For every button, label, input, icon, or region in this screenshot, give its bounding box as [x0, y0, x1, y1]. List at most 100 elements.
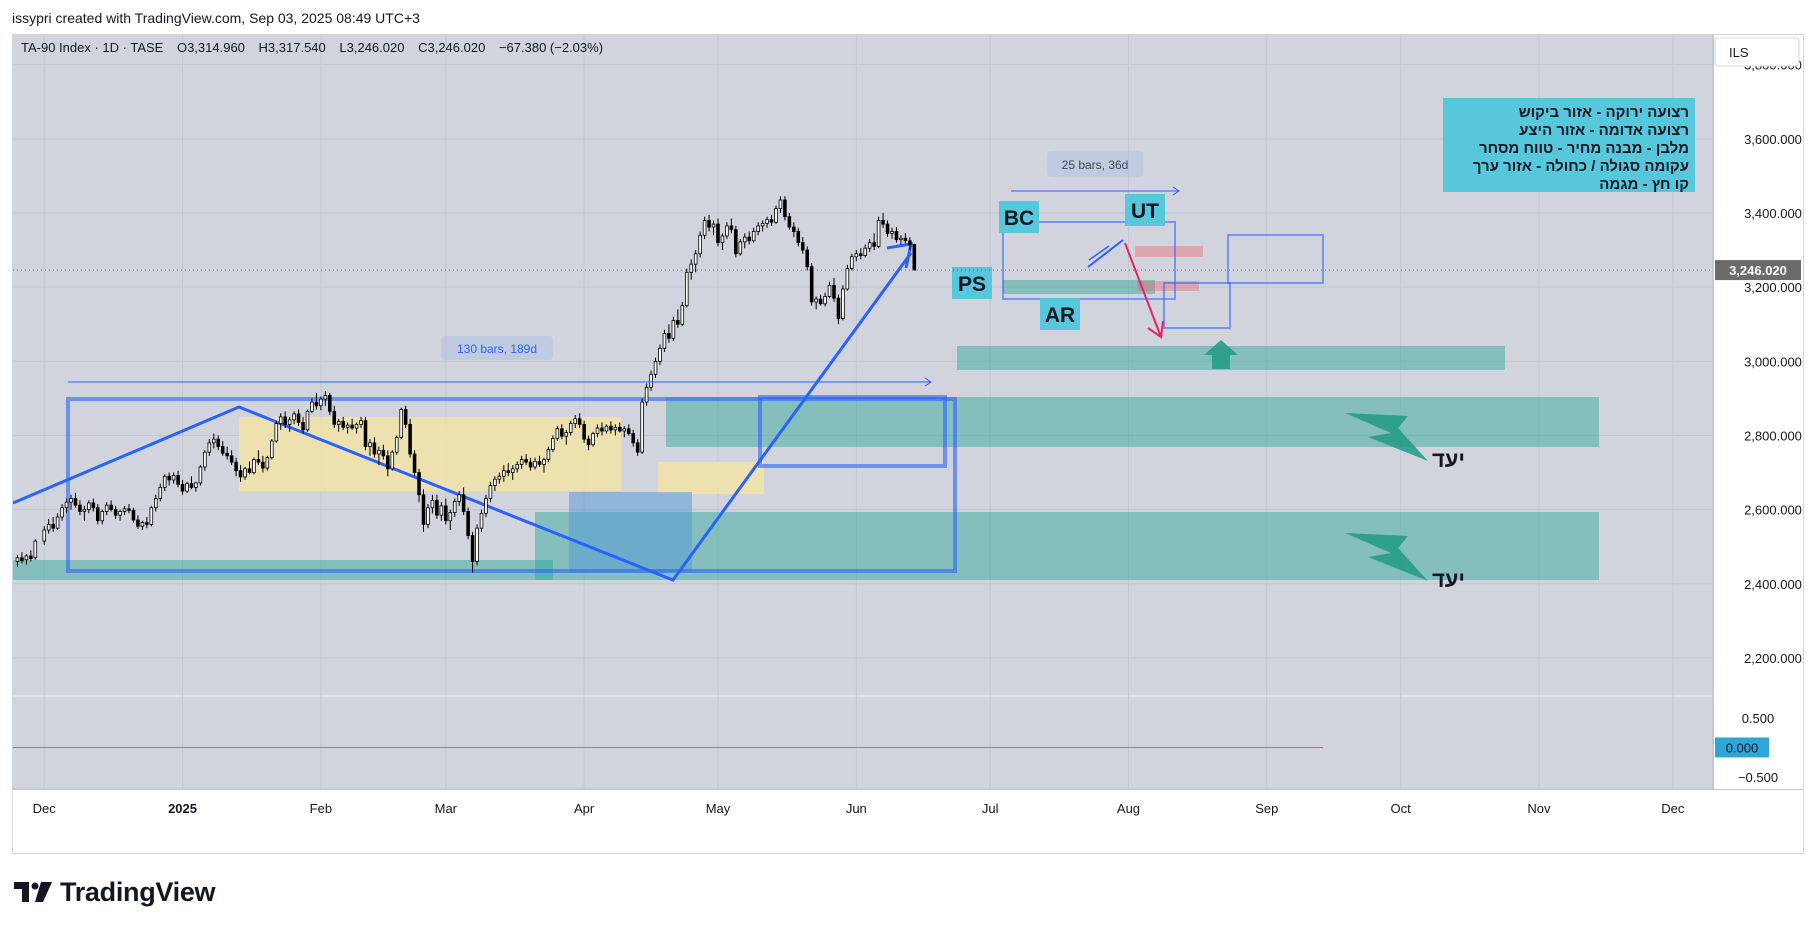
- time-tick-label: 2025: [168, 801, 197, 816]
- candle: [457, 491, 461, 506]
- candle-body: [796, 231, 801, 244]
- candle-body: [667, 333, 671, 339]
- candle: [600, 422, 604, 436]
- candle-body: [109, 504, 113, 511]
- price-axis-background[interactable]: [1714, 35, 1803, 789]
- candle-body: [488, 485, 493, 499]
- candle-body: [858, 253, 863, 257]
- candle: [818, 294, 823, 306]
- candle-body: [64, 501, 69, 509]
- candle-body: [461, 494, 466, 512]
- candle-body: [680, 305, 685, 325]
- candle: [729, 218, 734, 234]
- candle: [122, 505, 127, 516]
- candle: [747, 231, 752, 245]
- candle: [836, 294, 841, 325]
- candle: [158, 483, 163, 502]
- candle-body: [823, 296, 827, 305]
- candle-body: [863, 247, 868, 257]
- down-arrow-line: [1124, 242, 1162, 338]
- candle-body: [814, 298, 818, 303]
- candle: [95, 504, 100, 525]
- candle: [577, 413, 582, 429]
- candle: [55, 513, 60, 530]
- candle-body: [502, 470, 506, 477]
- currency-button[interactable]: ILS: [1714, 37, 1800, 67]
- candle-body: [122, 508, 127, 512]
- candle-body: [618, 426, 622, 432]
- candle-body: [662, 333, 667, 349]
- candle-body: [493, 478, 497, 486]
- symbol-name[interactable]: TA-90 Index · 1D · TASE: [21, 40, 164, 55]
- symbol-legend[interactable]: TA-90 Index · 1D · TASE O3,314.960 H3,31…: [21, 40, 603, 55]
- range-boxes-layer: [66, 221, 1324, 573]
- legend-line-5: קו חץ - מגמה: [1599, 176, 1689, 193]
- candle-body: [82, 509, 87, 512]
- candle: [149, 505, 154, 527]
- candle: [417, 468, 421, 503]
- candle: [756, 222, 760, 236]
- candle-body: [408, 423, 412, 455]
- candle-body: [899, 237, 903, 241]
- candle: [234, 457, 238, 477]
- candle: [796, 227, 801, 247]
- time-axis-background[interactable]: [13, 790, 1803, 853]
- supply-zone-2: [1137, 281, 1199, 291]
- candle: [292, 411, 296, 425]
- candle-body: [136, 519, 140, 527]
- price-axis[interactable]: 3,800.0003,600.0003,400.0003,200.0003,00…: [1744, 58, 1802, 666]
- candle-body: [91, 502, 96, 509]
- candle-body: [46, 524, 51, 531]
- candle-body: [78, 504, 82, 512]
- tradingview-logo[interactable]: TradingView: [14, 874, 216, 910]
- candle-body: [716, 223, 720, 244]
- candle-body: [341, 420, 345, 428]
- chart-frame[interactable]: 130 bars, 189d 25 bars, 36d PS BC AR UT …: [12, 34, 1804, 854]
- candle-body: [104, 504, 109, 512]
- indicator-axis[interactable]: 0.500 −0.500: [1738, 711, 1778, 785]
- time-axis[interactable]: Dec 2025 Feb Mar Apr May Jun Jul Aug Sep Oct Nov Dec: [33, 801, 1685, 816]
- candle-body: [653, 360, 658, 375]
- measure-arrow-25: [1172, 186, 1180, 196]
- candle-body: [609, 425, 613, 431]
- candle: [560, 424, 564, 440]
- candle-body: [466, 511, 470, 536]
- candle-body: [252, 459, 256, 473]
- candle-body: [131, 509, 136, 521]
- candle: [24, 554, 29, 565]
- candle-body: [95, 507, 100, 522]
- candle: [372, 437, 377, 458]
- candle: [519, 455, 524, 469]
- candle-body: [711, 223, 716, 228]
- candle: [386, 450, 390, 477]
- currency-button-label[interactable]: ILS: [1729, 45, 1749, 60]
- candle: [60, 504, 64, 521]
- candle: [787, 212, 792, 230]
- candle-body: [386, 455, 390, 470]
- candle-body: [546, 449, 551, 460]
- symbol-high: H3,317.540: [259, 40, 326, 55]
- indicator-pane-background: [13, 697, 1713, 789]
- last-price-tag: 3,246.020: [1715, 260, 1801, 281]
- candle: [430, 494, 435, 514]
- candle-body: [452, 501, 457, 513]
- candle: [296, 409, 301, 427]
- currency-button-bg[interactable]: [1714, 37, 1800, 67]
- candle: [109, 500, 113, 512]
- time-tick-label: Jul: [982, 801, 999, 816]
- candle-body: [287, 419, 292, 425]
- candle: [145, 517, 149, 529]
- candle: [792, 222, 796, 238]
- price-tick-label: 2,800.000: [1744, 428, 1802, 443]
- candle: [212, 433, 216, 449]
- chart-canvas[interactable]: 130 bars, 189d 25 bars, 36d PS BC AR UT …: [12, 35, 1803, 853]
- price-tick-label: 2,400.000: [1744, 577, 1802, 592]
- candle-body: [604, 425, 609, 432]
- candle-body: [729, 225, 734, 231]
- price-tick-label: 3,400.000: [1744, 206, 1802, 221]
- candle: [328, 392, 332, 416]
- candle-body: [738, 241, 743, 255]
- candle: [765, 216, 769, 228]
- candle: [573, 415, 577, 429]
- candle-body: [29, 555, 33, 559]
